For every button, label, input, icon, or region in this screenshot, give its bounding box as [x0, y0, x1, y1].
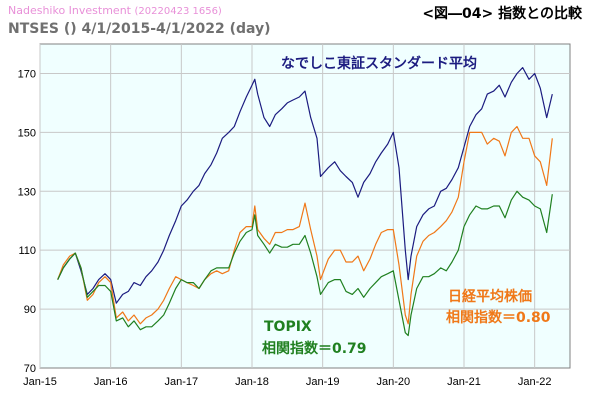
x-tick-label: Jan-22: [518, 376, 552, 388]
topix-corr-label: 相関指数＝0.79: [262, 340, 367, 357]
nadeshiko-label: なでしこ東証スタンダード平均: [281, 55, 477, 72]
y-tick-label: 90: [24, 304, 36, 316]
y-tick-label: 130: [18, 186, 36, 198]
nikkei-name-label: 日経平均株価: [448, 288, 532, 305]
y-tick-label: 150: [18, 127, 36, 139]
chart-subtitle: NTSES () 4/1/2015-4/1/2022 (day): [8, 21, 271, 37]
chart-title: <図―04> 指数との比較: [422, 6, 582, 22]
x-tick-label: Jan-15: [23, 376, 57, 388]
y-tick-label: 170: [18, 68, 36, 80]
x-tick-label: Jan-16: [94, 376, 128, 388]
series-line-nikkei: [57, 125, 553, 325]
plot-area: [39, 43, 571, 369]
x-tick-label: Jan-17: [165, 376, 199, 388]
series-line-topix: [57, 190, 553, 337]
x-tick-label: Jan-18: [235, 376, 269, 388]
y-tick-label: 110: [18, 245, 36, 257]
y-axis: 70 90 110 130 150 170: [18, 68, 36, 375]
series-line-nadeshiko: [57, 66, 553, 304]
topix-name-label: TOPIX: [264, 319, 312, 335]
nikkei-corr-label: 相関指数＝0.80: [446, 309, 551, 326]
x-tick-label: Jan-20: [377, 376, 411, 388]
x-tick-label: Jan-21: [447, 376, 481, 388]
x-axis: Jan-15 Jan-16 Jan-17 Jan-18 Jan-19 Jan-20 Jan-…: [23, 376, 551, 388]
brand-name: Nadeshiko Investment: [8, 4, 131, 17]
y-tick-label: 70: [24, 363, 36, 375]
brand-label: Nadeshiko Investment (20220423 1656): [8, 4, 222, 17]
x-tick-label: Jan-19: [306, 376, 340, 388]
brand-stamp: (20220423 1656): [134, 6, 222, 17]
series-lines: [57, 66, 553, 337]
